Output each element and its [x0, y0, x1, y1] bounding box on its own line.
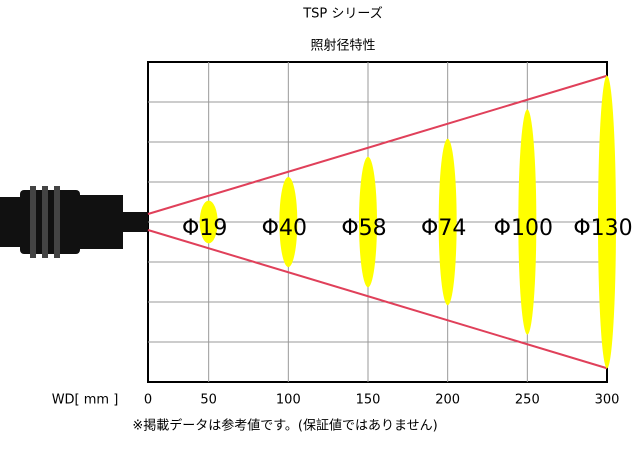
- value-label: Φ19: [182, 216, 227, 241]
- light-source: [0, 186, 148, 258]
- x-axis-label: WD[ mm ]: [52, 393, 119, 408]
- chart-title: TSP シリーズ: [302, 6, 383, 22]
- beam-spot: [279, 177, 298, 267]
- value-label: Φ100: [494, 216, 553, 241]
- beam-spot: [199, 200, 218, 244]
- x-tick-label: 250: [515, 393, 540, 408]
- x-tick-label: 150: [356, 393, 381, 408]
- value-label: Φ58: [341, 216, 386, 241]
- x-tick-label: 0: [144, 393, 152, 408]
- chart-subtitle: 照射径特性: [310, 38, 375, 54]
- beam-edge: [147, 229, 608, 370]
- beam-spot: [518, 109, 537, 335]
- note: ※掲載データは参考値です。(保証値ではありません): [132, 418, 437, 434]
- beam-edge: [147, 74, 608, 215]
- x-tick-label: 200: [435, 393, 460, 408]
- value-label: Φ130: [573, 216, 632, 241]
- x-tick-label: 100: [276, 393, 301, 408]
- beam-spot: [438, 138, 457, 306]
- value-label: Φ40: [262, 216, 307, 241]
- beam-spot: [598, 75, 616, 369]
- x-tick-label: 50: [200, 393, 217, 408]
- beam-spot: [359, 156, 377, 288]
- x-tick-label: 300: [595, 393, 620, 408]
- value-label: Φ74: [421, 216, 466, 241]
